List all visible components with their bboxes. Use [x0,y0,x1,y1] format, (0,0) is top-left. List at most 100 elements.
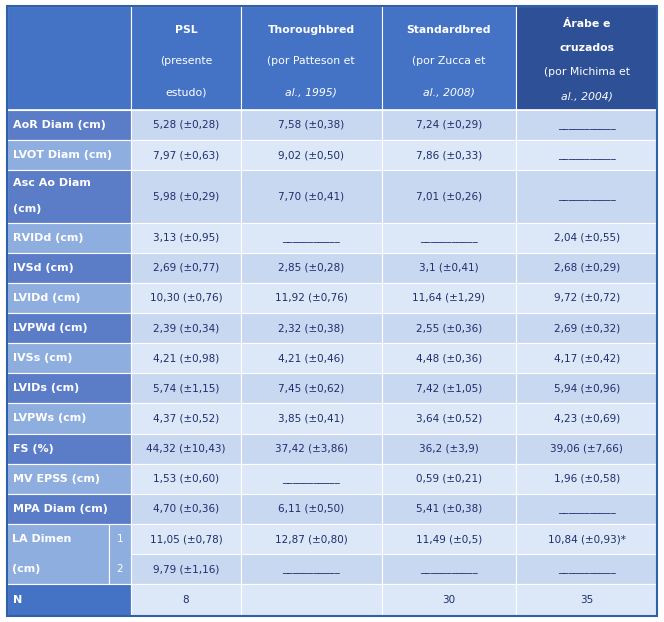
Bar [382,140,516,170]
Bar [240,253,382,283]
Text: 7,86 (±0,33): 7,86 (±0,33) [416,150,482,160]
Text: (cm): (cm) [13,205,41,215]
Text: al., 2008): al., 2008) [423,88,475,98]
Text: 12,87 (±0,80): 12,87 (±0,80) [275,534,347,544]
Text: 1,96 (±0,58): 1,96 (±0,58) [554,474,620,484]
Bar [240,554,382,584]
Text: 3,64 (±0,52): 3,64 (±0,52) [416,414,482,424]
Text: Standardbred: Standardbred [407,25,491,35]
Text: 2,69 (±0,77): 2,69 (±0,77) [153,262,219,272]
Bar [516,223,657,253]
Text: Thoroughbred: Thoroughbred [268,25,355,35]
Bar [516,109,657,140]
Bar [7,6,131,109]
Bar [7,109,131,140]
Bar [7,494,131,524]
Bar [7,170,131,223]
Text: 39,06 (±7,66): 39,06 (±7,66) [550,443,623,453]
Bar [240,223,382,253]
Bar [382,253,516,283]
Bar [240,6,382,109]
Text: (por Patteson et: (por Patteson et [268,56,355,66]
Text: ___________: ___________ [282,474,340,484]
Text: 3,85 (±0,41): 3,85 (±0,41) [278,414,344,424]
Text: 7,45 (±0,62): 7,45 (±0,62) [278,383,344,393]
Text: cruzados: cruzados [559,44,614,53]
Bar [516,554,657,584]
Text: 7,70 (±0,41): 7,70 (±0,41) [278,192,344,202]
Bar [240,140,382,170]
Bar [516,343,657,373]
Bar [131,524,240,554]
Bar [382,373,516,404]
Bar [131,223,240,253]
Bar [516,494,657,524]
Bar [7,373,131,404]
Bar [382,404,516,434]
Bar [7,253,131,283]
Bar [131,343,240,373]
Text: ___________: ___________ [558,192,616,202]
Text: 2,55 (±0,36): 2,55 (±0,36) [416,323,482,333]
Bar [7,434,131,464]
Bar [131,170,240,223]
Bar [131,584,240,616]
Bar [240,343,382,373]
Text: ___________: ___________ [558,564,616,574]
Text: 9,79 (±1,16): 9,79 (±1,16) [153,564,219,574]
Bar [240,404,382,434]
Bar [131,109,240,140]
Text: 9,02 (±0,50): 9,02 (±0,50) [278,150,344,160]
Text: 4,70 (±0,36): 4,70 (±0,36) [153,504,219,514]
Text: 9,72 (±0,72): 9,72 (±0,72) [554,293,620,303]
Text: (por Zucca et: (por Zucca et [412,56,485,66]
Bar [382,6,516,109]
Text: al., 2004): al., 2004) [561,91,613,101]
Bar [382,434,516,464]
Text: LVIDd (cm): LVIDd (cm) [13,293,80,303]
Bar [382,494,516,524]
Text: 11,05 (±0,78): 11,05 (±0,78) [149,534,222,544]
Text: ___________: ___________ [558,150,616,160]
Bar [109,524,131,584]
Text: 8: 8 [183,595,189,605]
Text: 3,1 (±0,41): 3,1 (±0,41) [419,262,479,272]
Bar [240,373,382,404]
Bar [240,464,382,494]
Bar [7,464,131,494]
Text: 0,59 (±0,21): 0,59 (±0,21) [416,474,482,484]
Text: 5,94 (±0,96): 5,94 (±0,96) [554,383,620,393]
Bar [7,140,131,170]
Text: 4,48 (±0,36): 4,48 (±0,36) [416,353,482,363]
Bar [131,6,240,109]
Text: 7,42 (±1,05): 7,42 (±1,05) [416,383,482,393]
Text: 5,28 (±0,28): 5,28 (±0,28) [153,120,219,130]
Bar [382,554,516,584]
Text: FS (%): FS (%) [13,443,54,453]
Bar [382,223,516,253]
Text: 1: 1 [117,534,124,544]
Bar [382,109,516,140]
Bar [240,494,382,524]
Bar [516,373,657,404]
Bar [7,283,131,313]
Bar [240,283,382,313]
Text: estudo): estudo) [165,88,207,98]
Bar [516,283,657,313]
Bar [131,313,240,343]
Text: (cm): (cm) [12,564,40,574]
Text: PSL: PSL [175,25,197,35]
Bar [131,140,240,170]
Text: IVSs (cm): IVSs (cm) [13,353,72,363]
Text: AoR Diam (cm): AoR Diam (cm) [13,120,106,130]
Bar [516,313,657,343]
Text: al., 1995): al., 1995) [286,88,337,98]
Bar [131,434,240,464]
Bar [131,283,240,313]
Text: 11,49 (±0,5): 11,49 (±0,5) [416,534,482,544]
Bar [131,253,240,283]
Bar [7,223,131,253]
Text: ___________: ___________ [558,504,616,514]
Text: MV EPSS (cm): MV EPSS (cm) [13,474,100,484]
Bar [240,313,382,343]
